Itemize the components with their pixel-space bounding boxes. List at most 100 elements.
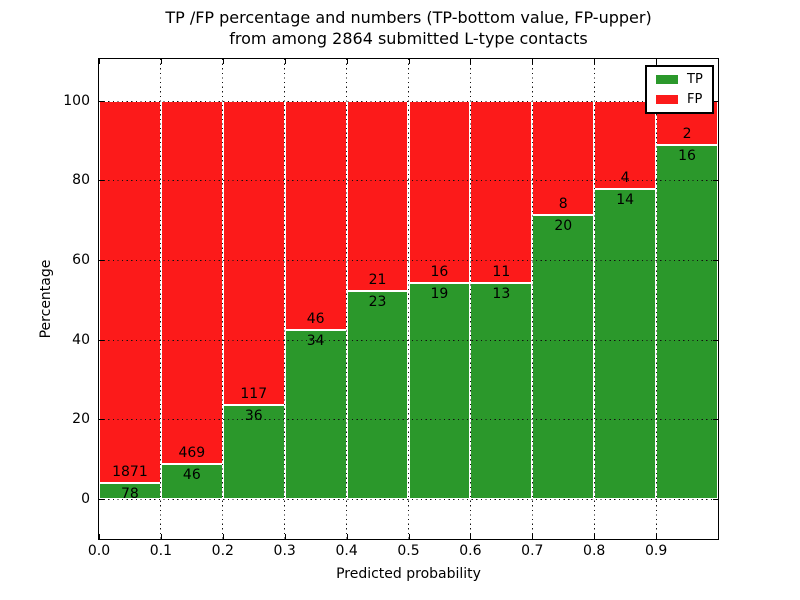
bar-segment-fp: [470, 100, 533, 284]
gridline-horizontal: [99, 260, 718, 262]
bar-segment-fp: [346, 100, 409, 291]
y-tick-mark: [99, 419, 104, 421]
fp-count-label: 8: [558, 195, 568, 212]
fp-legend-label: FP: [687, 92, 703, 107]
x-tick-label: 0.7: [521, 543, 544, 559]
x-tick-mark: [594, 534, 596, 539]
tp-count-label: 14: [616, 192, 635, 209]
bar-segment-fp: [532, 100, 595, 215]
legend-item-tp: TP: [656, 73, 703, 86]
bar-segment-tp: [470, 283, 533, 500]
x-tick-label: 0.5: [397, 543, 420, 559]
fp-count-label: 469: [178, 444, 206, 461]
y-tick-label: 60: [72, 252, 90, 269]
gridline-vertical: [222, 59, 224, 539]
bar-segment-tp: [284, 329, 347, 500]
y-tick-label: 20: [72, 411, 90, 428]
y-tick-label: 0: [81, 491, 90, 508]
bar-segment-tp: [532, 214, 595, 500]
x-tick-mark: [99, 534, 100, 539]
x-tick-mark: [284, 534, 286, 539]
y-axis-label: Percentage: [38, 259, 54, 339]
x-tick-mark-top: [470, 59, 472, 64]
x-tick-mark: [346, 534, 348, 539]
x-tick-mark: [408, 534, 410, 539]
tp-count-label: 23: [368, 293, 387, 310]
x-tick-label: 0.1: [149, 543, 173, 559]
y-tick-mark: [99, 339, 104, 341]
bar-segment-fp: [284, 100, 347, 330]
bar-segment-fp: [408, 100, 471, 283]
fp-count-label: 1871: [112, 464, 148, 481]
plot-area: 1871 78 469 46 117 36 46 34 21 23 16 19 11 13 8 20 4 14 2 1…: [98, 58, 719, 540]
gridline-vertical: [655, 59, 657, 539]
x-tick-mark-top: [594, 59, 596, 64]
y-tick-mark-right: [713, 260, 718, 262]
x-tick-mark-top: [222, 59, 224, 64]
gridline-vertical: [346, 59, 348, 539]
gridline-horizontal: [99, 339, 718, 341]
x-tick-label: 0.4: [335, 543, 358, 559]
bar-segment-fp: [222, 100, 285, 406]
gridline-horizontal: [99, 100, 718, 102]
x-tick-mark-top: [284, 59, 286, 64]
chart-title-line2: from among 2864 submitted L-type contact…: [229, 29, 588, 48]
y-tick-label: 100: [63, 92, 90, 109]
tp-swatch-icon: [656, 75, 678, 84]
y-tick-mark-right: [713, 100, 718, 102]
chart-title-line1: TP /FP percentage and numbers (TP-bottom…: [165, 8, 652, 27]
bar-segment-tp: [222, 405, 285, 500]
bar-segment-tp: [346, 290, 409, 500]
gridline-vertical: [531, 59, 533, 539]
bar-segment-tp: [408, 282, 471, 500]
legend-item-fp: FP: [656, 93, 703, 106]
tp-count-label: 16: [678, 148, 696, 165]
tp-count-label: 20: [554, 217, 573, 234]
x-tick-label: 0.2: [211, 543, 234, 559]
x-tick-mark-top: [656, 59, 658, 64]
x-tick-mark-top: [408, 59, 410, 64]
x-tick-label: 0.3: [273, 543, 296, 559]
tp-count-label: 46: [182, 466, 201, 483]
bar-segment-tp: [160, 463, 223, 500]
gridline-vertical: [160, 59, 162, 539]
gridline-horizontal: [99, 419, 718, 421]
gridline-horizontal: [99, 499, 718, 501]
fp-count-label: 16: [430, 263, 449, 280]
x-tick-label: 0.9: [644, 543, 668, 559]
x-tick-mark-top: [160, 59, 162, 64]
bar-segment-tp: [656, 145, 718, 500]
x-tick-mark-top: [99, 59, 100, 64]
fp-count-label: 4: [620, 170, 630, 187]
x-tick-mark-top: [346, 59, 348, 64]
x-tick-label: 0.8: [583, 543, 606, 559]
y-tick-mark: [99, 260, 104, 262]
tp-count-label: 13: [492, 286, 511, 303]
tp-count-label: 19: [430, 285, 449, 302]
x-tick-mark: [160, 534, 162, 539]
x-tick-mark: [222, 534, 224, 539]
bar-segment-tp: [594, 189, 657, 500]
x-tick-label: 0.6: [459, 543, 482, 559]
tp-count-label: 34: [306, 332, 325, 349]
gridline-vertical: [408, 59, 409, 539]
y-tick-mark-right: [713, 180, 718, 182]
fp-swatch-icon: [656, 95, 678, 104]
y-tick-mark: [99, 499, 104, 501]
gridline-vertical: [469, 59, 471, 539]
chart-title: TP /FP percentage and numbers (TP-bottom…: [98, 7, 719, 49]
y-tick-label: 40: [72, 331, 90, 348]
y-tick-label: 80: [72, 172, 90, 189]
y-tick-mark: [99, 100, 104, 102]
fp-count-label: 117: [240, 386, 268, 403]
fp-count-label: 46: [306, 310, 325, 327]
x-tick-mark-top: [532, 59, 534, 64]
tp-count-label: 78: [121, 486, 139, 503]
y-tick-mark-right: [713, 419, 718, 421]
x-tick-label: 0.0: [87, 543, 111, 559]
fp-count-label: 11: [492, 264, 511, 281]
tp-legend-label: TP: [687, 72, 703, 87]
tp-count-label: 36: [244, 408, 263, 425]
x-tick-mark: [532, 534, 534, 539]
